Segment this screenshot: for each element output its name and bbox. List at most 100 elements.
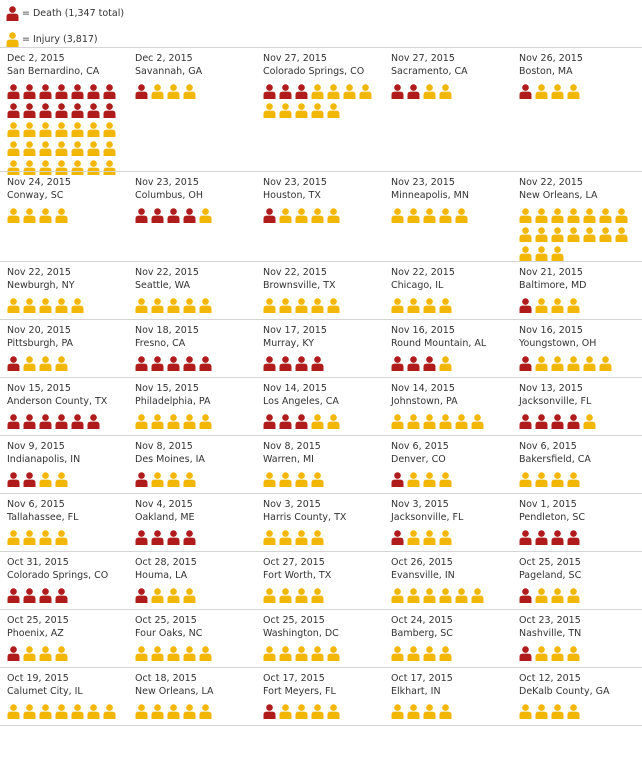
- injury-person-icon: [151, 472, 164, 487]
- casualty-icons: [135, 704, 255, 723]
- death-person-icon: [71, 414, 84, 429]
- legend: = Death (1,347 total) = Injury (3,817): [6, 3, 124, 55]
- incident-cell: Nov 6, 2015 Bakersfield, CA: [519, 436, 639, 491]
- injury-person-icon: [567, 646, 580, 661]
- injury-person-icon: [135, 414, 148, 429]
- injury-person-icon: [391, 646, 404, 661]
- incident-cell: Nov 14, 2015 Johnstown, PA: [391, 378, 511, 433]
- death-person-icon: [151, 530, 164, 545]
- injury-person-icon: [55, 704, 68, 719]
- injury-person-icon: [551, 298, 564, 313]
- injury-person-icon: [279, 704, 292, 719]
- injury-person-icon: [455, 208, 468, 223]
- incident-cell: Nov 15, 2015 Philadelphia, PA: [135, 378, 255, 433]
- injury-person-icon: [183, 472, 196, 487]
- injury-person-icon: [183, 414, 196, 429]
- injury-person-icon: [151, 84, 164, 99]
- injury-person-icon: [151, 704, 164, 719]
- legend-injury-label: = Injury (3,817): [22, 33, 98, 45]
- incident-date: Oct 17, 2015: [263, 673, 325, 684]
- injury-person-icon: [135, 646, 148, 661]
- casualty-icons: [135, 208, 255, 227]
- casualty-icons: [263, 298, 383, 317]
- injury-person-icon: [295, 588, 308, 603]
- injury-person-icon: [311, 414, 324, 429]
- injury-person-icon: [519, 208, 532, 223]
- injury-person-icon: [423, 704, 436, 719]
- casualty-icons: [135, 414, 255, 433]
- injury-person-icon: [55, 646, 68, 661]
- injury-person-icon: [71, 298, 84, 313]
- injury-person-icon: [279, 298, 292, 313]
- incident-cell: Nov 9, 2015 Indianapolis, IN: [7, 436, 127, 491]
- incident-cell: Nov 22, 2015 Brownsville, TX: [263, 262, 383, 317]
- casualty-icons: [391, 472, 511, 491]
- incident-cell: Nov 8, 2015 Warren, MI: [263, 436, 383, 491]
- death-person-icon: [135, 588, 148, 603]
- injury-person-icon: [519, 704, 532, 719]
- incident-cell: Nov 14, 2015 Los Angeles, CA: [263, 378, 383, 433]
- death-person-icon: [551, 530, 564, 545]
- injury-person-icon: [23, 298, 36, 313]
- death-person-icon: [87, 103, 100, 118]
- incident-cell: Nov 24, 2015 Conway, SC: [7, 172, 127, 227]
- death-person-icon: [263, 84, 276, 99]
- injury-person-icon: [551, 646, 564, 661]
- incident-row: Nov 6, 2015 Tallahassee, FL Nov 4, 2015 Oak…: [0, 493, 642, 551]
- death-person-icon: [23, 84, 36, 99]
- incident-place: Colorado Springs, CO: [263, 66, 365, 77]
- injury-person-icon: [391, 208, 404, 223]
- injury-person-icon: [167, 704, 180, 719]
- incident-cell: Oct 23, 2015 Nashville, TN: [519, 610, 639, 665]
- incident-date: Nov 23, 2015: [391, 177, 455, 188]
- injury-person-icon: [263, 103, 276, 118]
- death-person-icon: [135, 208, 148, 223]
- incident-date: Oct 25, 2015: [519, 557, 581, 568]
- injury-person-icon: [439, 588, 452, 603]
- injury-person-icon: [615, 208, 628, 223]
- incident-date: Oct 31, 2015: [7, 557, 69, 568]
- injury-person-icon: [439, 84, 452, 99]
- incident-date: Nov 16, 2015: [391, 325, 455, 336]
- incident-date: Oct 23, 2015: [519, 615, 581, 626]
- death-person-icon: [87, 84, 100, 99]
- injury-person-icon: [439, 356, 452, 371]
- injury-person-icon: [311, 588, 324, 603]
- injury-person-icon: [87, 122, 100, 137]
- injury-person-icon: [567, 588, 580, 603]
- incident-cell: Nov 21, 2015 Baltimore, MD: [519, 262, 639, 317]
- incident-date: Nov 24, 2015: [7, 177, 71, 188]
- death-person-icon: [551, 414, 564, 429]
- incident-date: Nov 4, 2015: [135, 499, 193, 510]
- casualty-icons: [263, 414, 383, 433]
- death-person-icon: [295, 356, 308, 371]
- casualty-icons: [391, 298, 511, 317]
- injury-person-icon: [567, 704, 580, 719]
- incident-cell: Oct 24, 2015 Bamberg, SC: [391, 610, 511, 665]
- incident-cell: Nov 18, 2015 Fresno, CA: [135, 320, 255, 375]
- injury-person-icon: [7, 208, 20, 223]
- incident-cell: Nov 6, 2015 Denver, CO: [391, 436, 511, 491]
- death-person-icon: [55, 103, 68, 118]
- injury-person-icon: [567, 208, 580, 223]
- incident-date: Dec 2, 2015: [135, 53, 193, 64]
- incident-date: Oct 25, 2015: [7, 615, 69, 626]
- incident-date: Nov 22, 2015: [135, 267, 199, 278]
- death-person-icon: [263, 208, 276, 223]
- injury-person-icon: [535, 227, 548, 242]
- death-person-icon: [183, 356, 196, 371]
- incident-place: Houston, TX: [263, 190, 321, 201]
- incident-place: Fort Worth, TX: [263, 570, 332, 581]
- incident-cell: Nov 22, 2015 Chicago, IL: [391, 262, 511, 317]
- death-person-icon: [23, 588, 36, 603]
- injury-person-icon: [327, 84, 340, 99]
- casualty-icons: [7, 530, 127, 549]
- incident-date: Nov 27, 2015: [263, 53, 327, 64]
- incident-place: Warren, MI: [263, 454, 314, 465]
- casualty-icons: [263, 530, 383, 549]
- death-person-icon: [519, 356, 532, 371]
- casualty-icons: [391, 208, 511, 227]
- injury-person-icon: [279, 646, 292, 661]
- incident-date: Dec 2, 2015: [7, 53, 65, 64]
- casualty-icons: [7, 472, 127, 491]
